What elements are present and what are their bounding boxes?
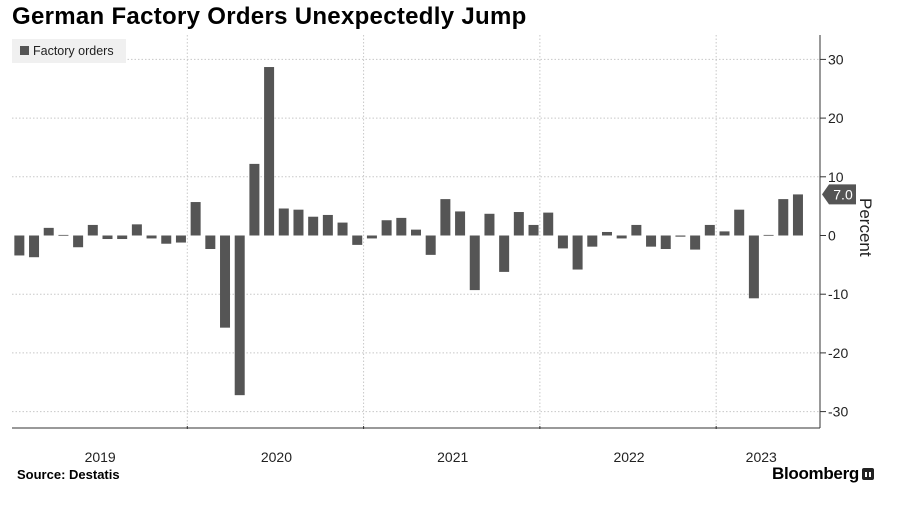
legend-label: Factory orders	[33, 44, 114, 58]
bar	[455, 211, 466, 236]
bar	[704, 224, 715, 236]
bar	[58, 234, 69, 236]
bar	[675, 235, 686, 237]
y-axis: 30 20 10 0 -10 -20 -30 Percent	[819, 35, 875, 428]
bar	[87, 224, 98, 236]
bar	[499, 235, 510, 272]
bar	[734, 209, 745, 236]
callout-label: 7.0	[833, 186, 853, 202]
bar	[631, 224, 642, 236]
bar	[175, 235, 186, 243]
y-tick-label: -30	[828, 404, 848, 420]
y-tick-label: 0	[828, 228, 836, 244]
x-tick-label: 2023	[746, 449, 777, 465]
bar	[778, 199, 789, 236]
grid-lines	[12, 35, 820, 428]
bar	[264, 67, 275, 236]
bar	[14, 235, 25, 256]
last-value-callout: 7.0	[822, 184, 856, 205]
x-tick-label: 2021	[437, 449, 468, 465]
legend-swatch	[20, 46, 29, 55]
bar	[249, 163, 260, 236]
source-note: Source: Destatis	[17, 467, 120, 482]
bar	[719, 231, 730, 236]
bar	[146, 235, 157, 239]
x-axis: 2019 2020 2021 2022 2023	[12, 426, 820, 465]
bars	[14, 67, 803, 396]
bar	[161, 235, 172, 244]
bar	[557, 235, 568, 249]
bar	[572, 235, 583, 270]
bar	[411, 229, 421, 236]
bar	[278, 208, 289, 236]
y-tick-label: -10	[828, 286, 848, 302]
x-tick-label: 2020	[261, 449, 292, 465]
bar	[425, 235, 436, 255]
bar	[792, 194, 803, 236]
brand-logo: Bloomberg	[772, 464, 874, 484]
bar	[308, 216, 319, 236]
bar	[322, 214, 333, 236]
bar	[469, 235, 480, 291]
bar	[396, 217, 407, 236]
callout-box	[822, 184, 856, 205]
bar	[616, 235, 627, 239]
bar	[73, 235, 84, 248]
bar	[205, 235, 216, 250]
brand-name: Bloomberg	[771, 464, 859, 483]
bar	[190, 202, 201, 236]
y-tick-label: 30	[828, 51, 844, 67]
x-tick-label: 2019	[85, 449, 116, 465]
y-tick-label: 20	[828, 110, 844, 126]
bar	[440, 199, 451, 236]
x-tick-label: 2022	[613, 449, 644, 465]
chart-title: German Factory Orders Unexpectedly Jump	[12, 3, 527, 30]
bar	[660, 235, 671, 250]
bar	[381, 220, 392, 236]
bar	[484, 213, 495, 236]
legend-box	[12, 39, 126, 63]
y-tick-label: -20	[828, 345, 848, 361]
bar	[234, 235, 245, 396]
bar	[293, 209, 304, 236]
bar	[117, 235, 128, 240]
bar	[748, 235, 759, 299]
bar	[601, 231, 612, 236]
bar	[587, 235, 598, 247]
bar	[690, 235, 701, 250]
bar	[102, 235, 113, 240]
bar	[352, 235, 363, 245]
bloomberg-mark-icon	[862, 468, 874, 480]
legend: Factory orders	[12, 39, 126, 63]
bar	[366, 235, 377, 239]
y-axis-label: Percent	[856, 198, 875, 257]
bar	[646, 235, 657, 247]
bar	[763, 234, 774, 236]
bar	[543, 212, 554, 236]
bar	[528, 224, 539, 236]
y-tick-label: 10	[828, 169, 844, 185]
bar	[29, 235, 40, 258]
bar	[43, 227, 54, 236]
bar	[337, 222, 348, 236]
bar	[220, 235, 231, 328]
bar	[131, 224, 142, 236]
bar	[513, 212, 524, 236]
